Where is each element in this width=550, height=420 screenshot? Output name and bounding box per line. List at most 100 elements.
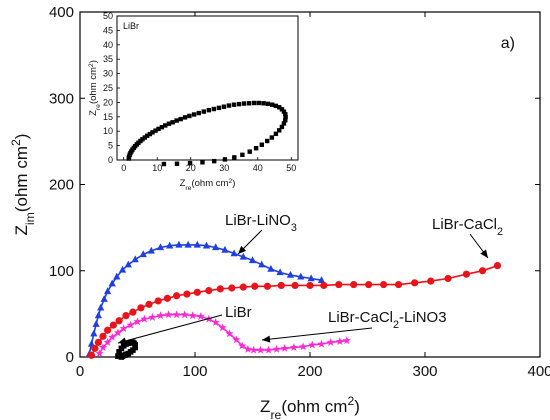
data-point [228, 284, 236, 292]
data-point [113, 328, 123, 337]
data-point [225, 329, 234, 338]
inset-data-point [212, 158, 217, 164]
y-tick-label: 300 [49, 90, 74, 107]
data-point [109, 321, 117, 329]
inset-data-point [246, 101, 252, 106]
data-point [380, 280, 388, 289]
series-annotation-label: LiBr-CaCl2-LiNO3 [328, 309, 447, 331]
data-point [99, 332, 107, 340]
inset-data-point [283, 114, 288, 120]
y-tick-label: 400 [49, 4, 74, 21]
annotation-arrow [117, 314, 223, 344]
data-point [211, 318, 220, 326]
inset-data-point [174, 118, 179, 123]
data-point [342, 336, 351, 345]
arrowhead [262, 335, 271, 343]
inset-data-point [174, 161, 180, 166]
inset-y-tick-label: 40 [103, 40, 113, 50]
inset-data-point [277, 128, 282, 133]
inset-x-tick-label: 30 [219, 163, 229, 173]
inset-data-point [178, 116, 183, 122]
data-point [291, 281, 299, 290]
inset-data-point [240, 152, 245, 158]
data-point [394, 280, 403, 289]
inset-data-point [264, 138, 270, 144]
inset-y-tick-label: 35 [103, 54, 113, 64]
inset-data-point [283, 118, 288, 123]
inset-y-tick-label: 45 [103, 25, 113, 35]
inset-data-point [182, 115, 188, 120]
data-point [98, 343, 108, 352]
data-point [249, 345, 258, 354]
data-point [137, 304, 145, 312]
data-point [335, 280, 343, 289]
x-tick-label: 100 [182, 363, 207, 380]
inset-data-point [226, 103, 232, 108]
inset-x-axis-label: Zre(ohm cm2) [180, 178, 236, 192]
data-point [350, 280, 358, 289]
inset-data-point [279, 124, 285, 130]
data-point [156, 311, 165, 320]
data-point [267, 264, 275, 272]
inset-data-point [241, 101, 247, 106]
annotation-LiBr: LiBr [117, 304, 252, 345]
data-point [133, 317, 142, 326]
data-point [365, 280, 373, 289]
data-point [335, 337, 345, 345]
data-point [427, 277, 435, 285]
inset-y-axis-label: Zre(ohm cm2) [88, 60, 102, 116]
data-point [232, 335, 241, 344]
inset-x-tick-label: 10 [152, 163, 162, 173]
data-point [119, 324, 128, 333]
data-point [115, 353, 121, 359]
data-point [276, 268, 284, 276]
inset-data-point [216, 105, 222, 111]
inset-data-point [206, 107, 212, 113]
data-point [205, 286, 213, 295]
data-point [108, 332, 117, 341]
data-point [251, 282, 259, 290]
data-point [493, 261, 502, 270]
inset-data-point [187, 113, 192, 119]
data-point [173, 292, 181, 300]
inset-y-tick-label: 20 [103, 97, 113, 107]
panel-label: a) [501, 35, 515, 52]
annotation-LiBr-CaCl2-LiNO3: LiBr-CaCl2-LiNO3 [261, 309, 447, 343]
data-point [243, 344, 253, 353]
data-point [444, 274, 452, 283]
arrowhead [238, 245, 247, 254]
inset-x-tick-label: 50 [286, 163, 296, 173]
data-point [221, 245, 229, 253]
data-point [202, 241, 211, 249]
inset-data-point [259, 142, 264, 147]
data-point [307, 274, 315, 282]
inset-data-point [156, 126, 161, 132]
y-axis-label: Zim(ohm cm2) [9, 134, 37, 236]
inset-data-point [159, 124, 165, 130]
inset-data-point [150, 130, 155, 135]
inset-data-point [269, 102, 275, 107]
inset-x-tick-label: 40 [253, 163, 263, 173]
inset-data-point [187, 160, 193, 166]
inset-plot: 0 10 20 30 40 50 0 5 10 15 20 25 30 35 40 45 50 LiBr Zre(o… [88, 11, 299, 192]
annotation-arrow [261, 327, 373, 341]
data-point [193, 240, 201, 248]
data-point [154, 297, 162, 305]
data-point [156, 243, 165, 251]
inset-data-point [191, 112, 197, 117]
data-point [193, 288, 201, 296]
y-tick-label: 100 [49, 263, 74, 280]
data-point [184, 240, 192, 248]
inset-data-point [279, 107, 285, 112]
data-point [126, 320, 135, 329]
series-annotation-label: LiBr [225, 304, 252, 321]
data-point [462, 270, 470, 278]
x-axis-label: Zre(ohm cm2) [260, 394, 360, 420]
inset-y-tick-label: 15 [103, 112, 113, 122]
data-point [113, 272, 121, 280]
data-point [87, 351, 96, 359]
data-point [91, 344, 99, 352]
inset-data-point [142, 135, 148, 140]
